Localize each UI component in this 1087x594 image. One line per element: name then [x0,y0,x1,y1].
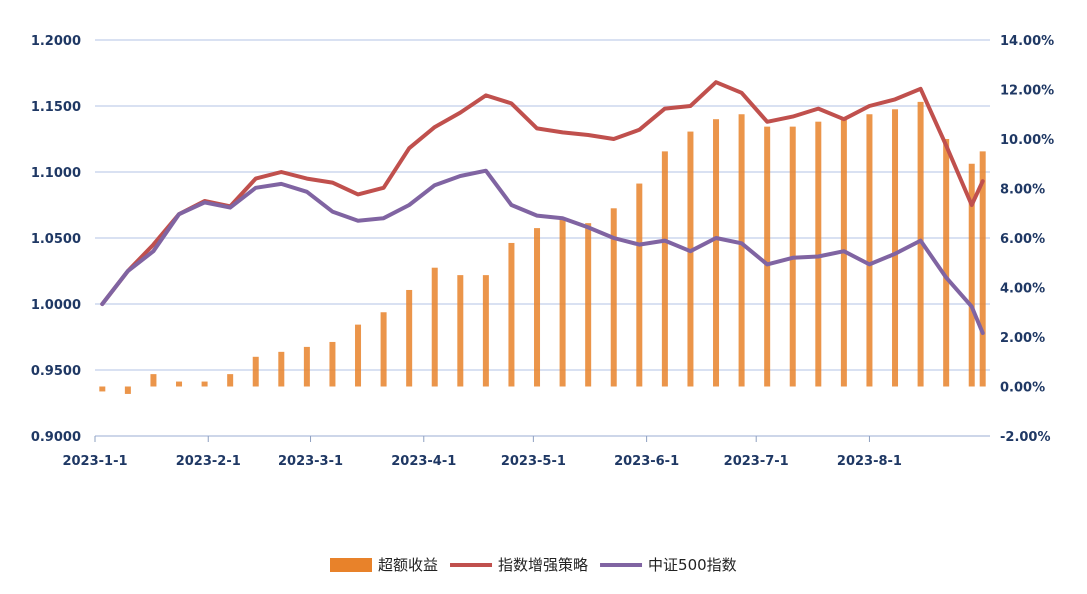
excess-return-bar [968,163,975,387]
excess-return-bar [457,275,464,387]
excess-return-bar [176,381,183,387]
y-left-tick-label: 1.0000 [31,298,81,313]
y-left-tick-label: 1.2000 [31,34,81,49]
x-tick-label: 2023-5-1 [501,454,566,469]
y-right-tick-label: 4.00% [1000,282,1045,297]
y-right-tick-label: 8.00% [1000,183,1045,198]
excess-return-bar [406,289,413,387]
line-series [100,80,985,335]
excess-return-bar [815,121,822,387]
y-left-tick-label: 1.0500 [31,232,81,247]
y-left-tick-label: 1.1000 [31,166,81,181]
excess-return-bar [661,151,668,387]
legend-swatch-excess-return [330,558,372,572]
excess-return-bar [943,139,950,387]
excess-return-bar [150,374,157,387]
y-left-tick-label: 0.9000 [31,430,81,445]
y-right-tick-label: 14.00% [1000,34,1054,49]
y-left-tick-label: 0.9500 [31,364,81,379]
excess-return-bar [303,346,310,387]
x-tick-label: 2023-1-1 [62,454,127,469]
excess-return-bar [431,267,438,387]
excess-return-bar [201,381,208,387]
excess-return-bar [534,228,541,387]
excess-return-bar [278,351,285,387]
y-right-tick-label: 12.00% [1000,84,1054,99]
axes: 0.9000 0.9500 1.0000 1.0500 1.1000 1.1500 1.20… [31,34,1054,469]
y-right-tick-label: 6.00% [1000,232,1045,247]
y-right-tick-label: -2.00% [1000,430,1051,445]
y-right-tick-label: 10.00% [1000,133,1054,148]
excess-return-bar [99,386,106,392]
legend-label-strategy: 指数增强策略 [498,556,588,574]
excess-return-bar [917,101,924,387]
bar-series [99,101,986,394]
excess-return-bar [227,374,234,387]
y-right-tick-label: 2.00% [1000,331,1045,346]
csi500-line [100,168,985,335]
excess-return-bar [892,109,899,387]
excess-return-bar [252,356,259,387]
excess-return-bar [764,126,771,387]
x-tick-label: 2023-8-1 [837,454,902,469]
x-tick-label: 2023-7-1 [724,454,789,469]
excess-return-bar [979,151,986,387]
excess-return-bar [482,275,489,387]
excess-return-bar [124,386,131,394]
excess-return-bar [610,208,617,387]
strategy-line [100,80,985,306]
excess-return-bar [866,114,873,387]
x-tick-label: 2023-4-1 [391,454,456,469]
excess-return-bar [559,218,566,387]
legend-label-excess-return: 超额收益 [378,556,438,574]
excess-return-bar [380,312,387,387]
excess-return-bar [636,183,643,387]
y-left-tick-label: 1.1500 [31,100,81,115]
legend-label-csi500: 中证500指数 [648,556,737,574]
excess-return-bar [329,341,336,387]
excess-return-bar [713,119,720,387]
excess-return-bar [355,324,362,387]
excess-return-bar [738,114,745,387]
y-right-tick-label: 0.00% [1000,381,1045,396]
excess-return-bar [687,131,694,387]
x-tick-label: 2023-6-1 [614,454,679,469]
x-tick-label: 2023-2-1 [176,454,241,469]
excess-return-bar [585,223,592,387]
legend: 超额收益 指数增强策略 中证500指数 [330,556,737,574]
gridlines [95,39,990,437]
x-tick-label: 2023-3-1 [278,454,343,469]
excess-return-bar [508,242,515,387]
